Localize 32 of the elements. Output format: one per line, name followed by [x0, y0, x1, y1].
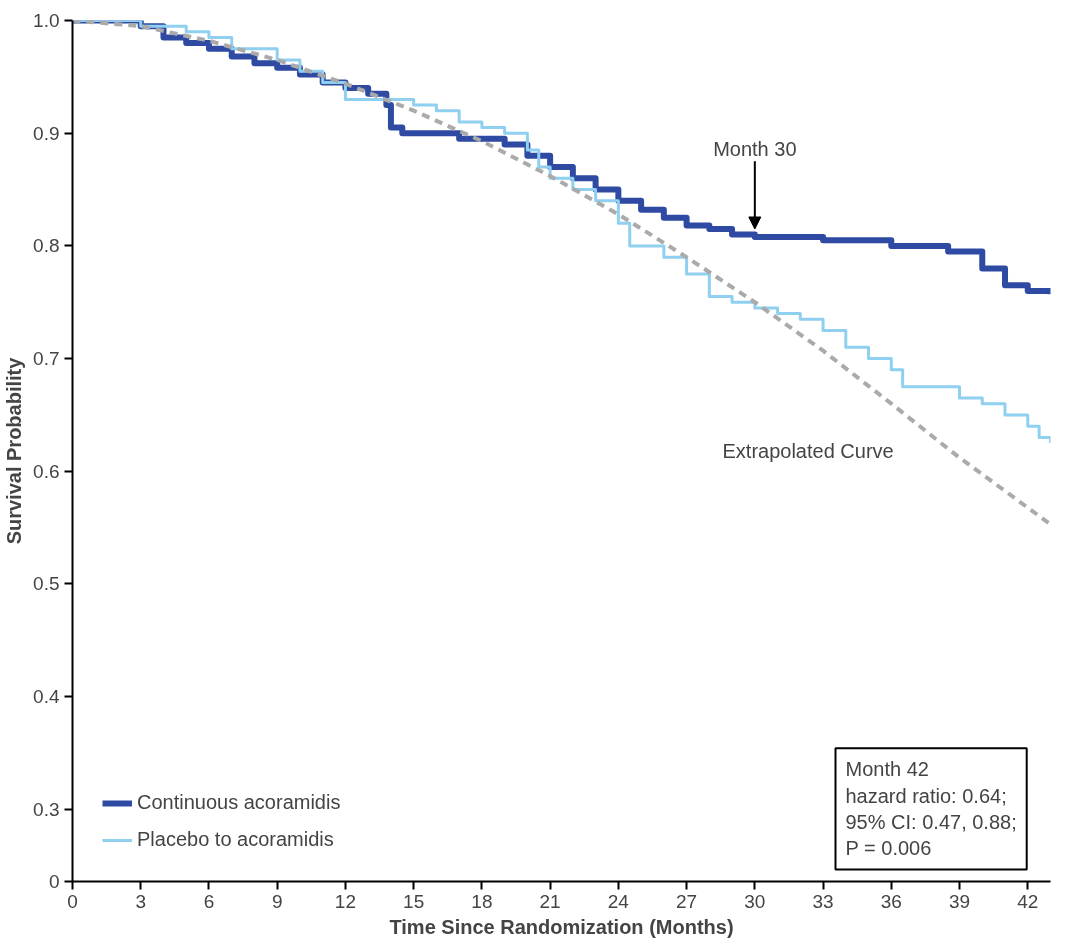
x-tick-label: 42 [1017, 890, 1039, 912]
y-tick-label: 0.6 [33, 460, 60, 482]
y-tick-label: 0.9 [33, 122, 60, 144]
y-tick-label: 0.8 [33, 235, 60, 257]
y-tick-label: 0.4 [33, 686, 60, 708]
x-tick-label: 24 [607, 890, 630, 912]
x-tick-label: 36 [880, 890, 902, 912]
x-tick-label: 6 [203, 890, 215, 912]
legend-label: Continuous acoramidis [137, 791, 341, 814]
x-tick-label: 27 [676, 890, 698, 912]
x-tick-label: 15 [403, 890, 425, 912]
x-tick-label: 33 [812, 890, 834, 912]
y-tick-label: 0 [48, 871, 60, 892]
y-tick-label: 1.0 [33, 10, 60, 31]
legend-label: Placebo to acoramidis [137, 828, 334, 851]
x-tick-label: 3 [135, 890, 147, 912]
y-axis-title: Survival Probability [3, 356, 26, 545]
y-tick-label: 0.5 [33, 573, 60, 595]
annotation: Month 30 [713, 137, 797, 160]
x-tick-label: 9 [271, 890, 283, 912]
x-tick-label: 0 [67, 890, 78, 912]
x-tick-label: 30 [744, 890, 766, 912]
x-tick-label: 18 [471, 890, 493, 912]
x-tick-label: 21 [539, 890, 561, 912]
line-series [72, 20, 1051, 527]
x-tick-label: 12 [334, 890, 356, 912]
y-tick-label: 0.7 [33, 348, 60, 370]
x-axis-title: Time Since Randomization (Months) [389, 915, 734, 938]
y-tick-label: 0.3 [33, 798, 60, 820]
annotation: Month 42 hazard ratio: 0.64; 95% CI: 0.47, 0.88; P = 0.006 [845, 758, 1017, 860]
annotation: Extrapolated Curve [722, 439, 894, 462]
x-tick-label: 39 [948, 890, 971, 912]
